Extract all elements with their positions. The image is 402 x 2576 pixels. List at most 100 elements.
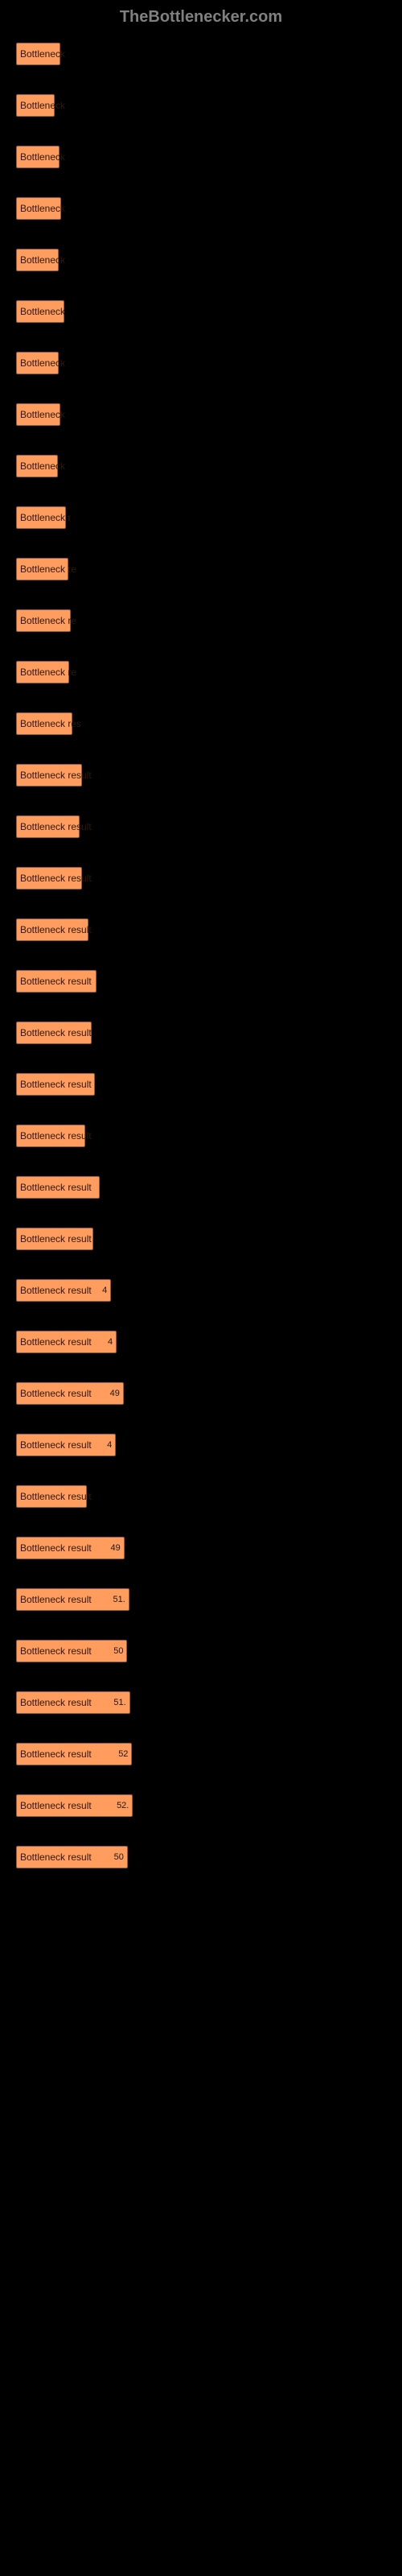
bar-wrap: Bottleneck result — [16, 1073, 386, 1096]
bar: Bottleneck result — [16, 1176, 100, 1199]
bar-label: Bottleneck result — [20, 1852, 92, 1863]
chart-row: Bottleneck result — [16, 764, 386, 786]
bar: Bottleneck r — [16, 506, 66, 529]
chart-row: Bottleneck result 4 — [16, 1434, 386, 1456]
bar-wrap: Bottleneck — [16, 249, 386, 271]
bar-wrap: Bottleneck result49 — [16, 1382, 386, 1405]
bar-label: Bottleneck result — [20, 976, 92, 987]
bar-wrap: Bottleneck — [16, 455, 386, 477]
bar: Bottleneck result — [16, 764, 82, 786]
bar-label: Bottleneck — [20, 409, 65, 420]
bar-wrap: Bottleneck result — [16, 815, 386, 838]
bar-value: 4 — [108, 1337, 113, 1347]
bar-wrap: Bottleneck result — [16, 764, 386, 786]
bar-label: Bottleneck — [20, 48, 65, 60]
bar-wrap: Bottleneck — [16, 146, 386, 168]
chart-row: Bottleneck result49 — [16, 1382, 386, 1405]
chart-row: Bottleneck result — [16, 815, 386, 838]
bar-wrap: Bottleneck result 50 — [16, 1846, 386, 1868]
bar-wrap: Bottleneck result51. — [16, 1588, 386, 1611]
chart-row: Bottleneck result — [16, 1022, 386, 1044]
bar: Bottleneck result4 — [16, 1279, 111, 1302]
bar-value: 4 — [107, 1440, 112, 1450]
bar-label: Bottleneck result — [20, 1439, 92, 1451]
bar: Bottleneck — [16, 249, 59, 271]
bar: Bottleneck result — [16, 867, 82, 890]
bar-label: Bottleneck result — [20, 1542, 92, 1554]
bar-wrap: Bottleneck result — [16, 1228, 386, 1250]
bar-value: 52. — [117, 1801, 129, 1810]
bar-value: 50 — [114, 1852, 124, 1862]
bar-label: Bottleneck — [20, 306, 65, 317]
chart-row: Bottleneck result49 — [16, 1537, 386, 1559]
bar-wrap: Bottleneck — [16, 300, 386, 323]
chart-row: Bottleneck result — [16, 1125, 386, 1147]
chart-row: Bottleneck result4 — [16, 1279, 386, 1302]
chart-row: Bottleneck — [16, 455, 386, 477]
bar-wrap: Bottleneck re — [16, 661, 386, 683]
bar: Bottleneck result — [16, 1485, 87, 1508]
bar-value: 52 — [118, 1749, 128, 1759]
bar-wrap: Bottleneck res — [16, 712, 386, 735]
bar-label: Bottleneck — [20, 460, 65, 472]
bar: Bottleneck result49 — [16, 1382, 124, 1405]
bar: Bottleneck — [16, 403, 60, 426]
bar-label: Bottleneck result — [20, 924, 92, 935]
chart-row: Bottleneck result 52 — [16, 1743, 386, 1765]
bar-wrap: Bottleneck result — [16, 1176, 386, 1199]
chart-row: Bottleneck result — [16, 919, 386, 941]
bar-value: 49 — [110, 1389, 120, 1398]
bar-value: 51. — [113, 1698, 125, 1707]
bar-wrap: Bottleneck result4 — [16, 1331, 386, 1353]
chart-row: Bottleneck — [16, 197, 386, 220]
chart-row: Bottleneck re — [16, 609, 386, 632]
bar-wrap: Bottleneck result 52. — [16, 1794, 386, 1817]
bar: Bottleneck — [16, 352, 59, 374]
bar-wrap: Bottleneck — [16, 197, 386, 220]
bar-label: Bottleneck res — [20, 718, 81, 729]
bar: Bottleneck result — [16, 1125, 85, 1147]
bar-label: Bottleneck — [20, 151, 65, 163]
bar-wrap: Bottleneck result — [16, 867, 386, 890]
chart-row: Bottleneck — [16, 352, 386, 374]
chart-row: Bottleneck result 50 — [16, 1846, 386, 1868]
bar: Bottleneck — [16, 197, 61, 220]
bar: Bottleneck — [16, 94, 55, 117]
bar-wrap: Bottleneck result 4 — [16, 1434, 386, 1456]
bar-label: Bottleneck result — [20, 1233, 92, 1245]
bar-value: 50 — [113, 1646, 123, 1656]
bar-wrap: Bottleneck — [16, 403, 386, 426]
bar: Bottleneck result49 — [16, 1537, 125, 1559]
bar-label: Bottleneck — [20, 203, 65, 214]
bar: Bottleneck — [16, 43, 60, 65]
chart-row: Bottleneck — [16, 94, 386, 117]
chart-row: Bottleneck r — [16, 506, 386, 529]
bar-label: Bottleneck result — [20, 821, 92, 832]
bar-label: Bottleneck result — [20, 1800, 92, 1811]
bar: Bottleneck result — [16, 1022, 92, 1044]
bar-label: Bottleneck — [20, 100, 65, 111]
bar-value: 4 — [102, 1286, 107, 1295]
bar: Bottleneck — [16, 300, 64, 323]
bar: Bottleneck result — [16, 1228, 93, 1250]
bar-label: Bottleneck result — [20, 1491, 92, 1502]
bar-wrap: Bottleneck result4 — [16, 1279, 386, 1302]
bar-wrap: Bottleneck re — [16, 609, 386, 632]
bar-wrap: Bottleneck result — [16, 1022, 386, 1044]
bar-wrap: Bottleneck result — [16, 1485, 386, 1508]
bar: Bottleneck — [16, 146, 59, 168]
bar: Bottleneck result — [16, 919, 88, 941]
bar-label: Bottleneck re — [20, 615, 76, 626]
bar-wrap: Bottleneck result51. — [16, 1691, 386, 1714]
bar: Bottleneck res — [16, 712, 72, 735]
bar-wrap: Bottleneck r — [16, 506, 386, 529]
bar-label: Bottleneck result — [20, 1130, 92, 1141]
bar: Bottleneck result51. — [16, 1691, 130, 1714]
bar: Bottleneck — [16, 455, 58, 477]
bar: Bottleneck result4 — [16, 1331, 117, 1353]
bar: Bottleneck result 50 — [16, 1846, 128, 1868]
bar: Bottleneck result 4 — [16, 1434, 116, 1456]
chart-row: Bottleneck result 52. — [16, 1794, 386, 1817]
bar-label: Bottleneck result — [20, 1748, 92, 1760]
bar-wrap: Bottleneck — [16, 352, 386, 374]
